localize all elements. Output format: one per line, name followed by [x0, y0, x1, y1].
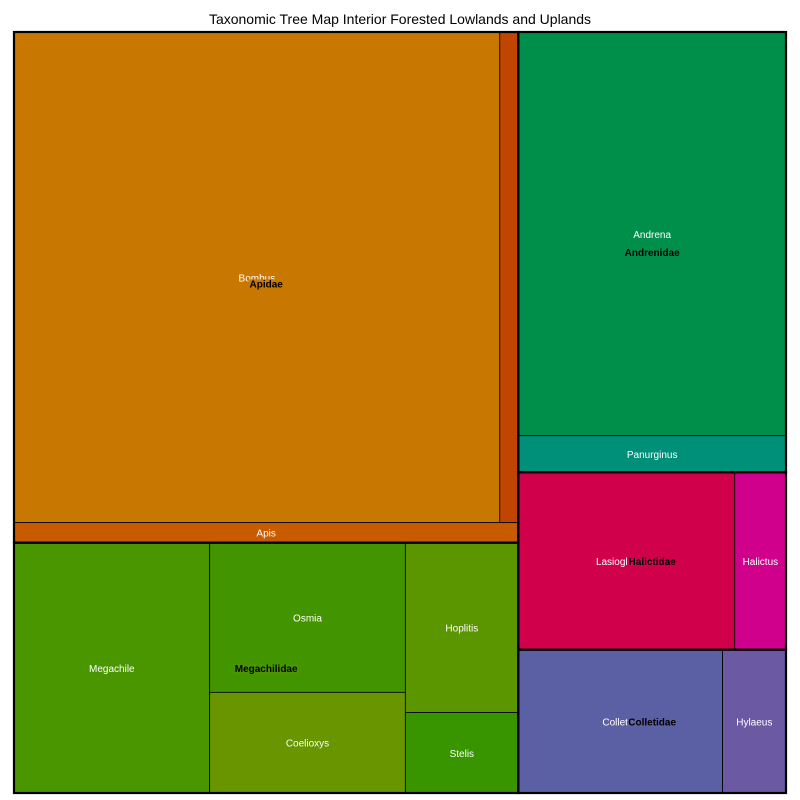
family-label-bg-halictidae — [627, 556, 678, 568]
genus-label-lasioglossum: Lasioglossum — [596, 557, 657, 568]
genus-label-apis: Apis — [256, 529, 275, 540]
family-label-apidae: Apidae — [249, 279, 283, 290]
tile-apidae-bombus — [13, 31, 501, 524]
genus-label-hoplitis: Hoplitis — [445, 624, 478, 635]
family-label-bg-apidae — [248, 279, 285, 291]
family-label-bg-colletidae — [627, 717, 678, 729]
tile-colletidae-hylaeus — [722, 649, 787, 794]
genus-label-osmia: Osmia — [293, 614, 322, 625]
genus-label-megachile: Megachile — [89, 664, 135, 675]
family-label-halictidae: Halictidae — [629, 557, 677, 568]
genus-label-coelioxys: Coelioxys — [286, 739, 329, 750]
tile-apidae-unlabeled — [499, 31, 519, 524]
genus-label-panurginus: Panurginus — [627, 450, 678, 461]
genus-label-halictus: Halictus — [743, 557, 779, 568]
genus-label-andrena: Andrena — [633, 230, 671, 241]
family-label-andrenidae: Andrenidae — [625, 248, 680, 259]
family-label-bg-andrenidae — [623, 247, 682, 259]
chart-title: Taxonomic Tree Map Interior Forested Low… — [209, 11, 591, 27]
family-label-colletidae: Colletidae — [628, 717, 676, 728]
genus-label-colletes: Colletes — [602, 717, 638, 728]
genus-label-bombus: Bombus — [239, 273, 276, 284]
family-label-megachilidae: Megachilidae — [235, 664, 298, 675]
tile-halictidae-lasioglossum — [517, 471, 736, 651]
genus-label-stelis: Stelis — [450, 749, 474, 760]
tile-halictidae-halictus — [734, 471, 787, 651]
family-label-bg-megachilidae — [233, 663, 299, 675]
genus-label-hylaeus: Hylaeus — [736, 717, 772, 728]
tile-megachilidae-coelioxys — [209, 691, 406, 794]
tile-andrenidae-andrena — [517, 31, 787, 437]
family-border-colletidae — [517, 648, 788, 795]
